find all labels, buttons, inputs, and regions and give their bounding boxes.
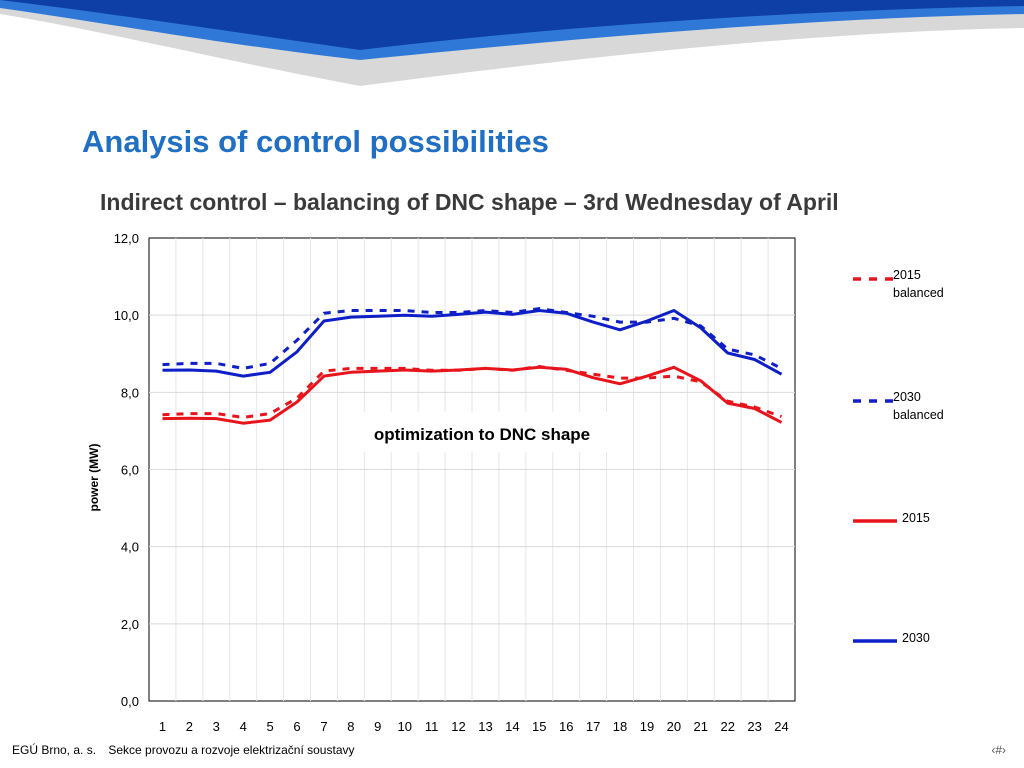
y-tick-label: 2,0	[121, 617, 139, 632]
y-tick-label: 0,0	[121, 694, 139, 709]
series-line-2030-balanced	[162, 307, 783, 370]
y-tick-label: 12,0	[114, 231, 139, 246]
x-tick-label: 10	[397, 719, 411, 734]
x-tick-label: 3	[213, 719, 220, 734]
legend-label: 2030	[902, 631, 930, 645]
banner-dark	[0, 0, 1024, 50]
x-tick-label: 18	[613, 719, 627, 734]
y-tick-label: 10,0	[114, 308, 139, 323]
chart-grid	[148, 237, 796, 702]
series-line-2015	[162, 365, 783, 425]
x-tick-label: 13	[478, 719, 492, 734]
legend-label: 2030 balanced	[893, 390, 944, 422]
x-tick-label: 7	[320, 719, 327, 734]
x-tick-label: 17	[586, 719, 600, 734]
x-tick-label: 8	[347, 719, 354, 734]
x-tick-label: 23	[747, 719, 761, 734]
series-line-2030	[162, 309, 783, 378]
y-tick-label: 4,0	[121, 540, 139, 555]
x-tick-label: 14	[505, 719, 519, 734]
slide-title: Analysis of control possibilities	[82, 124, 549, 159]
y-tick-label: 6,0	[121, 463, 139, 478]
x-tick-label: 19	[640, 719, 654, 734]
x-tick-label: 16	[559, 719, 573, 734]
x-tick-label: 9	[374, 719, 381, 734]
line-chart: 0,02,04,06,08,010,012,01 2 3 4 5 6 7 8 9 10 11 12 13…	[87, 231, 944, 734]
footer-department: Sekce provozu a rozvoje elektrizační sou…	[108, 743, 355, 757]
x-tick-label: 15	[532, 719, 546, 734]
x-tick-label: 12	[451, 719, 465, 734]
x-tick-label: 11	[425, 719, 439, 734]
chart-series	[162, 307, 783, 425]
footer: EGÚ Brno, a. s. Sekce provozu a rozvoje …	[12, 743, 355, 757]
legend-label: 2015 balanced	[893, 268, 944, 300]
x-tick-label: 20	[667, 719, 681, 734]
chart-annotation: optimization to DNC shape	[374, 425, 590, 444]
x-tick-label: 2	[186, 719, 193, 734]
chart-legend: 2015 balanced 2030 balanced 2015 2030	[853, 268, 944, 645]
x-tick-label: 21	[694, 719, 708, 734]
chart-title: Indirect control – balancing of DNC shap…	[100, 189, 839, 215]
chart-axes: 0,02,04,06,08,010,012,01 2 3 4 5 6 7 8 9 10 11 12 13…	[87, 231, 789, 734]
chart-annotation-group: optimization to DNC shape	[347, 412, 617, 452]
x-tick-label: 24	[774, 719, 788, 734]
x-tick-label: 4	[240, 719, 247, 734]
y-axis-label: power (MW)	[87, 444, 101, 512]
x-tick-label: 22	[720, 719, 734, 734]
header-banner	[0, 0, 1024, 86]
footer-org: EGÚ Brno, a. s.	[12, 743, 97, 757]
page-number: ‹#›	[991, 743, 1006, 757]
legend-label: 2015	[902, 511, 930, 525]
y-tick-label: 8,0	[121, 385, 139, 400]
x-tick-label: 5	[267, 719, 274, 734]
x-tick-label: 1	[159, 719, 166, 734]
annotation-background	[347, 412, 617, 452]
x-tick-label: 6	[293, 719, 300, 734]
